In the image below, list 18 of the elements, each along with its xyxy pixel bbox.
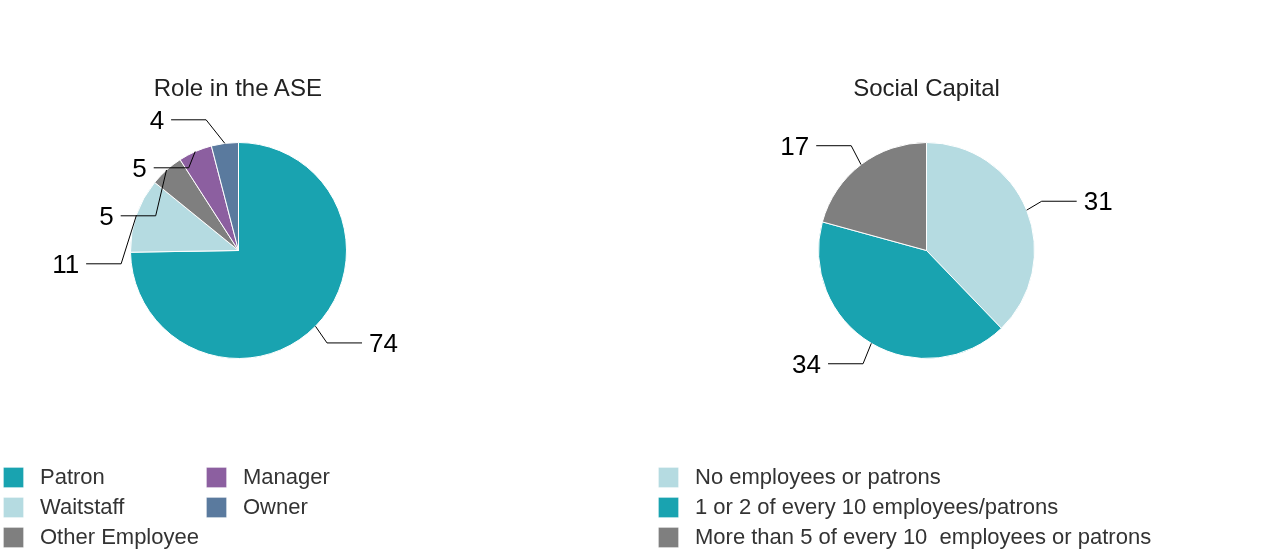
legend-label: Patron [40, 464, 105, 490]
chart-title: Social Capital [853, 74, 1000, 101]
data-label: 74 [369, 327, 398, 358]
data-label: 17 [780, 130, 810, 161]
legend-label: Other Employee [40, 524, 199, 550]
chart-title: Role in the ASE [153, 74, 322, 101]
data-label: 11 [52, 248, 80, 279]
legend-label: Owner [242, 494, 308, 520]
legend-label: Manager [242, 464, 330, 490]
legend-label: 1 or 2 of every 10 employees/patrons [695, 494, 1059, 520]
data-label: 4 [149, 104, 165, 135]
data-label: 5 [99, 200, 114, 231]
legend-label: More than 5 of every 10 employees or patrons [695, 524, 1152, 550]
legend-label: No employees or patrons [695, 464, 941, 490]
legend-label: Waitstaff [40, 494, 125, 520]
data-label: 5 [132, 152, 147, 183]
data-label: 31 [1083, 186, 1113, 217]
data-label: 34 [792, 348, 822, 379]
